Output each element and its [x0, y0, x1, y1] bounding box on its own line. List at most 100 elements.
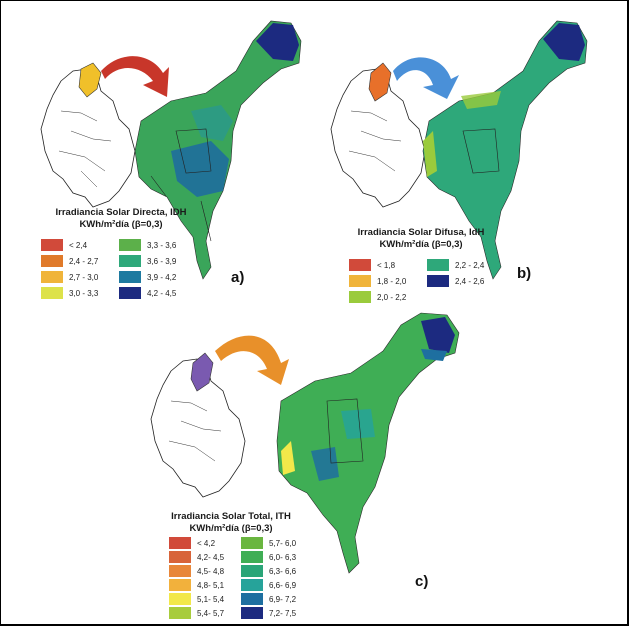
legend-item: 2,4 - 2,6	[427, 275, 484, 287]
panel-a-map	[40, 20, 302, 280]
legend-label: < 1,8	[377, 260, 396, 270]
panel-a: Irradiancia Solar Directa, IDH KWh/m²día…	[1, 1, 321, 301]
legend-label: 6,9- 7,2	[269, 594, 297, 604]
legend-swatch	[427, 275, 449, 287]
panel-a-title-line2: KWh/m²día (β=0,3)	[79, 219, 163, 230]
legend-item: < 2,4	[41, 239, 87, 251]
panel-b-letter: b)	[517, 265, 532, 282]
legend-label: < 4,2	[197, 538, 216, 548]
legend-label: < 2,4	[69, 240, 88, 250]
legend-label: 6,3- 6,6	[269, 566, 297, 576]
panel-a-title: Irradiancia Solar Directa, IDH KWh/m²día…	[21, 207, 221, 231]
legend-item: 6,0- 6,3	[241, 551, 296, 563]
panel-b-title-line2: KWh/m²día (β=0,3)	[379, 239, 463, 250]
panel-c-title-line2: KWh/m²día (β=0,3)	[189, 523, 273, 534]
legend-item: 4,8- 5,1	[169, 579, 224, 591]
legend-label: 5,1- 5,4	[197, 594, 225, 604]
panel-c-title: Irradiancia Solar Total, ITH KWh/m²día (…	[131, 511, 331, 535]
panel-c: Irradiancia Solar Total, ITH KWh/m²día (…	[131, 301, 491, 621]
legend-swatch	[119, 271, 141, 283]
legend-swatch	[241, 565, 263, 577]
legend-swatch	[427, 259, 449, 271]
legend-swatch	[169, 565, 191, 577]
legend-swatch	[119, 239, 141, 251]
legend-item: 2,7 - 3,0	[41, 271, 98, 283]
legend-label: 1,8 - 2,0	[377, 276, 407, 286]
panel-b-map	[330, 20, 588, 280]
legend-label: 3,9 - 4,2	[147, 272, 177, 282]
region-map	[422, 20, 588, 280]
panel-b-title-line1: Irradiancia Solar Difusa, IdH	[357, 227, 485, 238]
legend-item: 1,8 - 2,0	[349, 275, 406, 287]
legend-item: 3,3 - 3,6	[119, 239, 176, 251]
legend-swatch	[41, 239, 63, 251]
legend-label: 2,2 - 2,4	[455, 260, 485, 270]
legend-label: 3,6 - 3,9	[147, 256, 177, 266]
panel-c-map	[150, 312, 460, 574]
legend-swatch	[349, 275, 371, 287]
legend-swatch	[119, 255, 141, 267]
legend-label: 5,7- 6,0	[269, 538, 297, 548]
panel-b-legend: < 1,8 1,8 - 2,0 2,0 - 2,2 2,2 - 2,4 2,4 - 2,…	[349, 259, 509, 309]
legend-label: 3,3 - 3,6	[147, 240, 177, 250]
legend-swatch	[41, 255, 63, 267]
legend-item: 5,4- 5,7	[169, 607, 224, 619]
legend-label: 2,4 - 2,6	[455, 276, 485, 286]
legend-label: 4,8- 5,1	[197, 580, 225, 590]
colombia-outline-map	[40, 68, 136, 208]
legend-swatch	[241, 537, 263, 549]
legend-item: < 4,2	[169, 537, 215, 549]
legend-item: 3,6 - 3,9	[119, 255, 176, 267]
legend-swatch	[169, 607, 191, 619]
legend-label: 2,0 - 2,2	[377, 292, 407, 302]
legend-label: 7,2- 7,5	[269, 608, 297, 618]
legend-label: 5,4- 5,7	[197, 608, 225, 618]
legend-item: < 1,8	[349, 259, 395, 271]
legend-item: 5,7- 6,0	[241, 537, 296, 549]
legend-label: 6,0- 6,3	[269, 552, 297, 562]
highlight-region	[190, 352, 214, 392]
legend-label: 3,0 - 3,3	[69, 288, 99, 298]
panel-a-title-line1: Irradiancia Solar Directa, IDH	[55, 207, 187, 218]
legend-label: 4,2 - 4,5	[147, 288, 177, 298]
legend-label: 2,4 - 2,7	[69, 256, 99, 266]
legend-item: 6,6- 6,9	[241, 579, 296, 591]
legend-swatch	[169, 593, 191, 605]
legend-swatch	[241, 551, 263, 563]
legend-swatch	[169, 579, 191, 591]
legend-swatch	[241, 593, 263, 605]
legend-swatch	[241, 579, 263, 591]
legend-swatch	[349, 291, 371, 303]
panel-b-title: Irradiancia Solar Difusa, IdH KWh/m²día …	[321, 227, 521, 251]
legend-item: 3,9 - 4,2	[119, 271, 176, 283]
legend-label: 4,5- 4,8	[197, 566, 225, 576]
legend-swatch	[169, 551, 191, 563]
legend-item: 6,3- 6,6	[241, 565, 296, 577]
legend-item: 3,0 - 3,3	[41, 287, 98, 299]
legend-swatch	[169, 537, 191, 549]
legend-item: 2,2 - 2,4	[427, 259, 484, 271]
legend-label: 4,2- 4,5	[197, 552, 225, 562]
legend-item: 7,2- 7,5	[241, 607, 296, 619]
legend-swatch	[41, 271, 63, 283]
panel-b: Irradiancia Solar Difusa, IdH KWh/m²día …	[311, 1, 627, 303]
legend-swatch	[241, 607, 263, 619]
highlight-region	[78, 62, 102, 98]
legend-label: 2,7 - 3,0	[69, 272, 99, 282]
legend-swatch	[41, 287, 63, 299]
legend-item: 6,9- 7,2	[241, 593, 296, 605]
legend-item: 2,4 - 2,7	[41, 255, 98, 267]
arrow	[393, 57, 459, 99]
panel-c-legend: < 4,2 4,2- 4,5 4,5- 4,8 4,8- 5,1 5,1- 5,4 5,4…	[169, 537, 329, 621]
legend-item: 2,0 - 2,2	[349, 291, 406, 303]
legend-item: 4,2- 4,5	[169, 551, 224, 563]
legend-item: 4,2 - 4,5	[119, 287, 176, 299]
region-map	[276, 312, 460, 574]
legend-item: 5,1- 5,4	[169, 593, 224, 605]
highlight-region	[368, 62, 392, 102]
panel-c-letter: c)	[415, 573, 429, 590]
panel-a-legend: < 2,4 2,4 - 2,7 2,7 - 3,0 3,0 - 3,3 3,3 - 3,…	[41, 239, 201, 309]
arrow	[101, 56, 169, 97]
legend-swatch	[119, 287, 141, 299]
